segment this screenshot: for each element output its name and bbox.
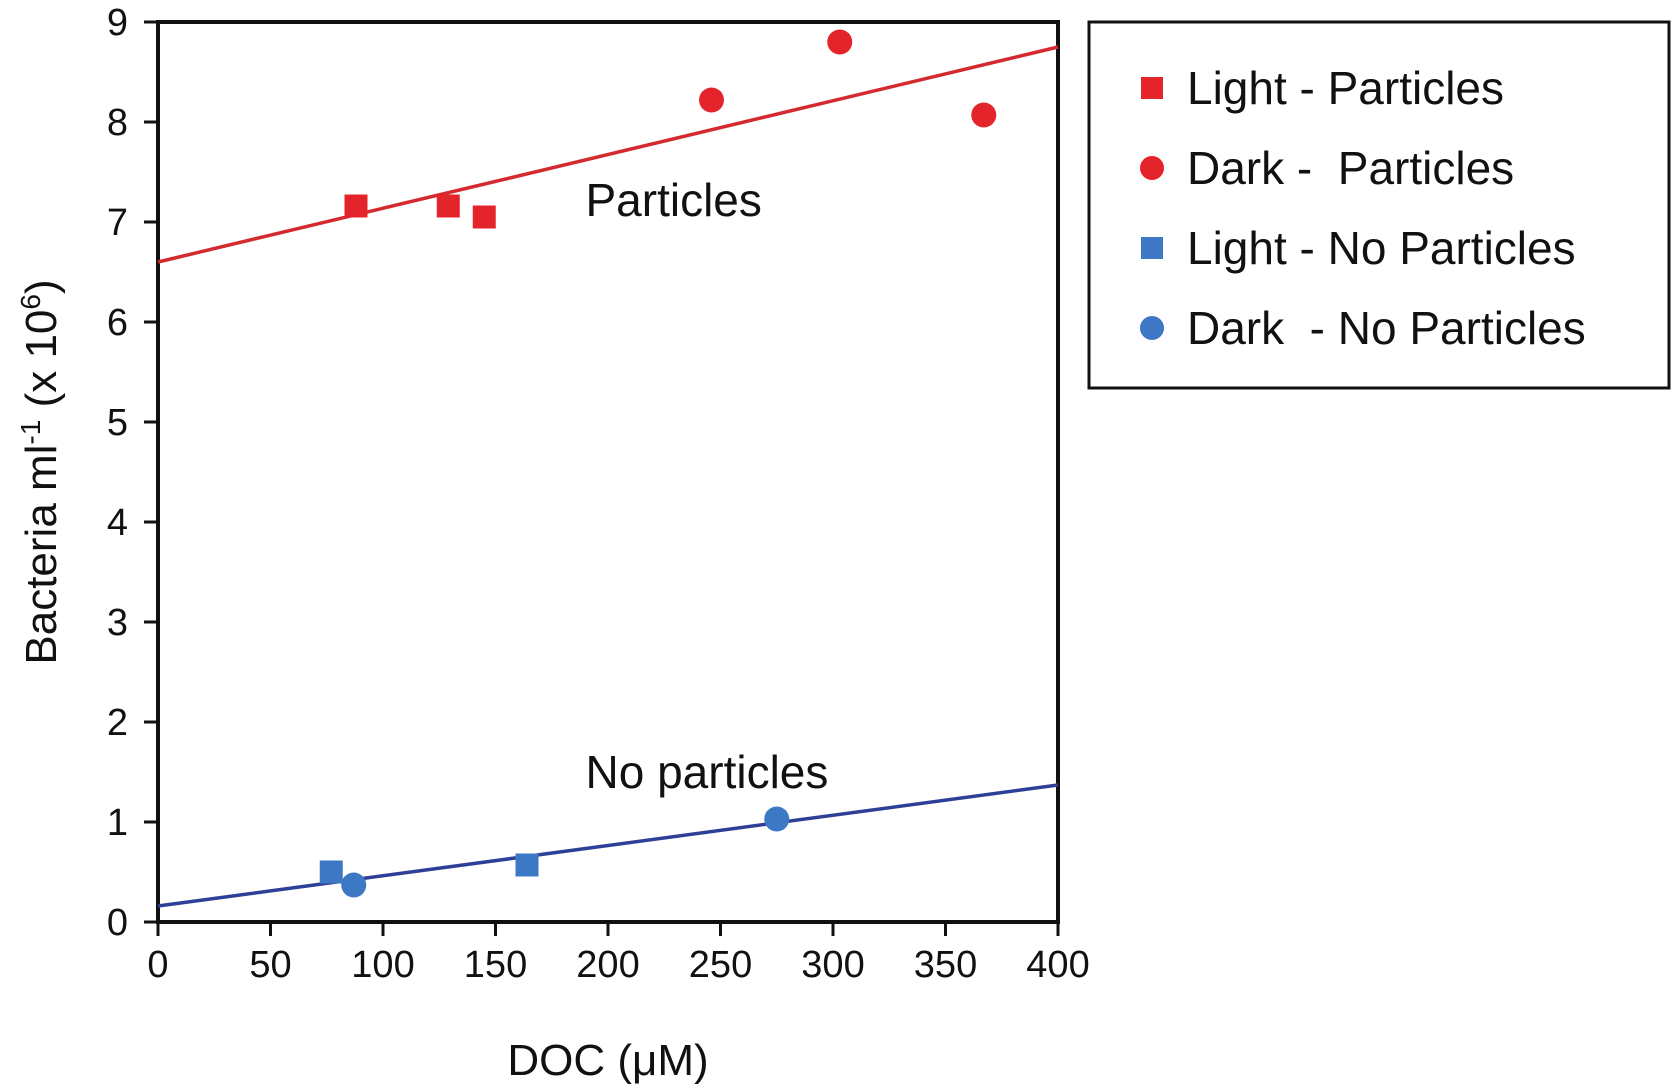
trendlines (157, 45, 1059, 908)
legend-entries: Light - Particles Dark - Particles Light -… (1140, 62, 1586, 354)
legend: Light - Particles Dark - Particles Light -… (1087, 20, 1671, 390)
y-axis-title: Bacteria ml-1 (x 106) (15, 279, 66, 664)
y-tick-label: 2 (107, 702, 128, 744)
x-tick-label: 100 (351, 944, 414, 986)
y-axis-title-sup2: 6 (15, 294, 46, 310)
legend-label: Light - Particles (1187, 62, 1504, 114)
data-point (341, 872, 367, 898)
y-tick-label: 0 (107, 902, 128, 944)
y-tick-label: 9 (107, 2, 128, 44)
x-tick-label: 300 (801, 944, 864, 986)
legend-label: Dark - Particles (1187, 142, 1514, 194)
data-point (472, 205, 496, 229)
y-axis-title-sup1: -1 (15, 420, 46, 445)
y-tick-label: 3 (107, 602, 128, 644)
data-point (344, 194, 368, 218)
y-tick-label: 5 (107, 402, 128, 444)
x-tick-label: 200 (576, 944, 639, 986)
data-point (699, 87, 724, 113)
x-tick-label: 150 (464, 944, 527, 986)
trend-line (157, 45, 1059, 264)
y-axis-title-mid: (x 10 (17, 310, 66, 420)
legend-marker (1140, 156, 1164, 180)
annotation-label: No particles (586, 746, 829, 798)
data-point (764, 806, 790, 832)
legend-marker (1141, 237, 1163, 259)
y-tick-label: 4 (107, 502, 128, 544)
legend-label: Dark - No Particles (1187, 302, 1586, 354)
annotations: Particles No particles (586, 174, 829, 798)
annotation-label: Particles (586, 174, 762, 226)
trend-line (157, 783, 1059, 908)
data-point (436, 194, 460, 218)
y-tick-label: 7 (107, 202, 128, 244)
y-axis-title-main: Bacteria ml (17, 445, 66, 665)
data-points (319, 29, 997, 898)
y-axis-title-end: ) (17, 279, 66, 294)
data-point (827, 29, 853, 55)
legend-marker (1141, 77, 1163, 99)
x-tick-label: 0 (147, 944, 168, 986)
x-tick-label: 400 (1026, 944, 1089, 986)
x-tick-label: 250 (689, 944, 752, 986)
legend-marker (1140, 316, 1164, 340)
data-point (971, 102, 997, 128)
y-tick-label: 8 (107, 102, 128, 144)
data-point (319, 860, 343, 884)
legend-box (1087, 20, 1671, 390)
legend-label: Light - No Particles (1187, 222, 1576, 274)
x-axis-title: DOC (μM) (507, 1036, 708, 1085)
axis-ticks: 0 50 100 150 200 250 300 350 400 0 1 2 3 4 5 6 7 8 9 (107, 2, 1090, 986)
x-tick-label: 50 (249, 944, 291, 986)
x-tick-label: 350 (914, 944, 977, 986)
y-tick-label: 1 (107, 802, 128, 844)
data-point (515, 853, 539, 877)
y-tick-label: 6 (107, 302, 128, 344)
